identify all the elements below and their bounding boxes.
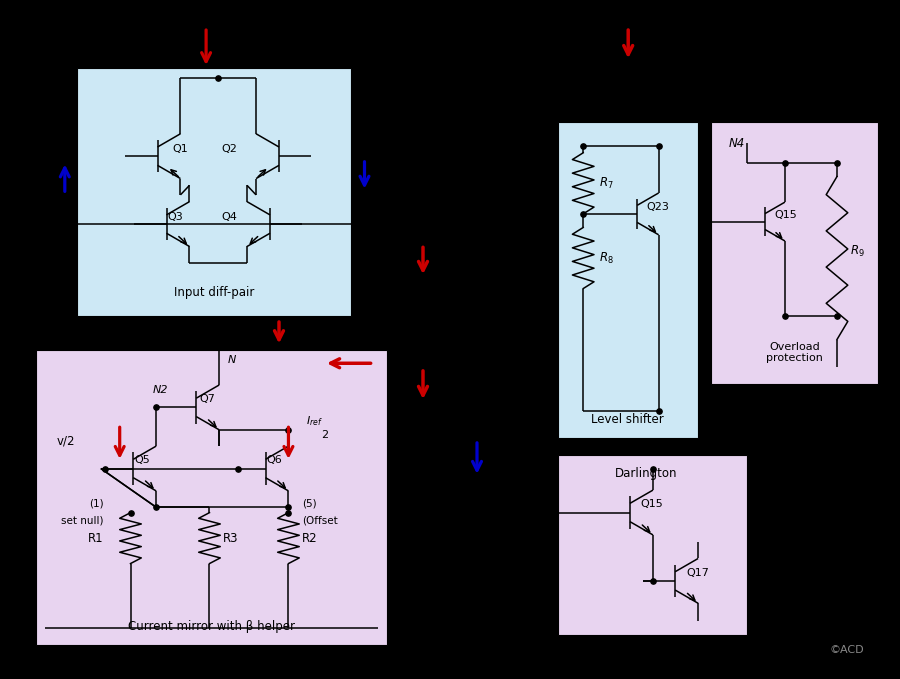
Bar xyxy=(558,122,698,438)
Text: Q3: Q3 xyxy=(167,213,184,222)
Text: Q7: Q7 xyxy=(199,394,215,404)
Text: Q15: Q15 xyxy=(774,210,796,220)
Text: 3: 3 xyxy=(358,151,365,161)
Text: v/2: v/2 xyxy=(57,435,75,448)
Text: 2: 2 xyxy=(63,151,69,161)
Bar xyxy=(711,122,878,384)
Text: (1): (1) xyxy=(89,498,104,508)
Text: Input diff-pair: Input diff-pair xyxy=(174,286,254,299)
Text: 2: 2 xyxy=(321,430,328,439)
Text: Q23: Q23 xyxy=(646,202,669,212)
Text: Q1: Q1 xyxy=(172,145,188,154)
Text: N: N xyxy=(229,355,237,365)
Text: Overload
protection: Overload protection xyxy=(766,342,823,363)
Text: Level shifter: Level shifter xyxy=(591,413,664,426)
Text: $R_7$: $R_7$ xyxy=(599,176,614,191)
Text: $R_8$: $R_8$ xyxy=(599,251,614,265)
Text: $R_9$: $R_9$ xyxy=(850,244,865,259)
Text: R3: R3 xyxy=(223,532,238,545)
Text: 4.5k: 4.5k xyxy=(532,179,556,188)
Text: Q4: Q4 xyxy=(221,213,238,222)
Text: (5): (5) xyxy=(302,498,317,508)
Text: (Offset: (Offset xyxy=(302,516,338,526)
Text: Q2: Q2 xyxy=(221,145,238,154)
Text: N2: N2 xyxy=(152,386,168,395)
Text: ©ACD: ©ACD xyxy=(830,646,864,655)
Text: N4: N4 xyxy=(729,137,745,150)
Text: Q6: Q6 xyxy=(266,456,283,465)
Text: set null): set null) xyxy=(61,516,104,526)
Text: Current mirror with β helper: Current mirror with β helper xyxy=(128,620,295,633)
Bar xyxy=(76,68,351,316)
Text: Q15: Q15 xyxy=(641,499,663,509)
Bar xyxy=(558,455,747,635)
Bar xyxy=(36,350,387,645)
Text: Q5: Q5 xyxy=(134,456,150,465)
Text: R1: R1 xyxy=(88,532,104,545)
Text: 7.5k: 7.5k xyxy=(532,253,556,263)
Text: $I_{ref}$: $I_{ref}$ xyxy=(306,414,322,428)
Text: R2: R2 xyxy=(302,532,318,545)
Text: Q17: Q17 xyxy=(686,568,709,578)
Text: Darlington: Darlington xyxy=(615,467,677,480)
